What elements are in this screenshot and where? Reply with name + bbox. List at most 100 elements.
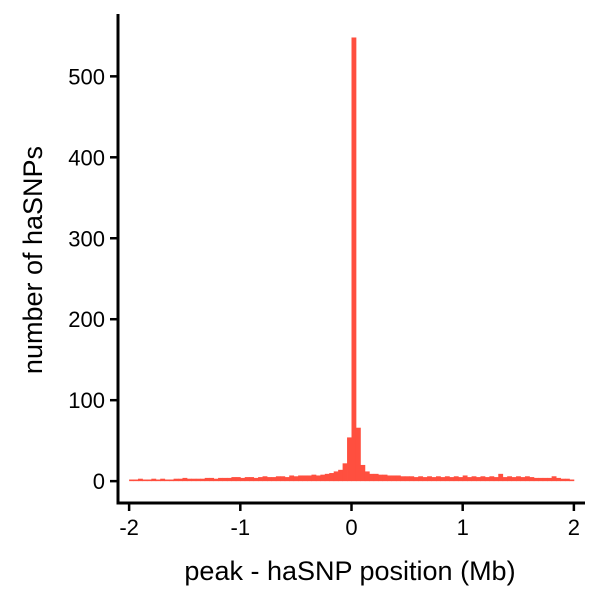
histogram-bar [418, 476, 424, 482]
histogram-bar [480, 476, 486, 482]
histogram-bar [142, 479, 148, 482]
histogram-bar [138, 478, 143, 482]
histogram-bar [218, 477, 223, 482]
histogram-bar [146, 479, 152, 482]
x-tick-label: 0 [345, 515, 357, 540]
histogram-bar [338, 469, 344, 482]
histogram-bar [551, 476, 557, 482]
histogram-bar [222, 477, 228, 482]
x-tick-label: 2 [568, 515, 580, 540]
histogram-bar [284, 477, 290, 482]
histogram-bar [440, 477, 446, 482]
histogram-bar [476, 477, 481, 482]
histogram-bar [209, 477, 215, 482]
histogram-bar [160, 478, 166, 482]
histogram-bar [253, 477, 259, 482]
x-axis-title: peak - haSNP position (Mb) [184, 556, 515, 586]
histogram-bar [173, 478, 179, 482]
histogram-bar [213, 478, 219, 482]
histogram-bar [249, 477, 255, 482]
x-tick-label: -1 [231, 515, 251, 540]
histogram-bar [387, 475, 392, 482]
y-axis-title: number of haSNPs [18, 146, 48, 374]
histogram-bar [462, 475, 468, 482]
histogram-bar [342, 463, 348, 482]
histogram-bar [267, 477, 272, 482]
histogram-bar [258, 477, 263, 482]
histogram-bar [320, 474, 326, 482]
histogram-bar [404, 476, 410, 482]
histogram-bar [484, 477, 490, 482]
histogram-bar [449, 477, 455, 482]
histogram-bar [436, 476, 441, 482]
histogram-bar [240, 477, 246, 482]
histogram-bar [155, 479, 161, 482]
histogram-bar [280, 476, 286, 482]
histogram-bar [293, 476, 299, 482]
histogram-bar [129, 479, 134, 482]
histogram-bar [307, 475, 312, 482]
histogram-bar [329, 473, 335, 482]
histogram-bar [507, 476, 513, 482]
histogram-bar [444, 476, 450, 482]
histogram-bar [391, 475, 397, 482]
histogram-bar [569, 479, 575, 482]
histogram-bar [351, 37, 357, 482]
histogram-bar [151, 478, 157, 482]
histogram-bar [178, 478, 183, 482]
histogram-bar [186, 478, 192, 482]
y-tick-label: 500 [68, 64, 105, 89]
histogram-bar [533, 477, 539, 482]
histogram-bar [516, 476, 521, 482]
y-axis-ticks: 0 100 200 300 400 500 [68, 64, 118, 494]
histogram-bar [182, 477, 188, 482]
histogram-bar [133, 479, 139, 482]
histogram-bar [560, 478, 566, 482]
y-tick-label: 400 [68, 145, 105, 170]
histogram-bar [164, 479, 170, 482]
histogram-bar [542, 477, 548, 482]
histogram-bar [355, 427, 361, 482]
histogram-bar [556, 477, 561, 482]
x-tick-label: -2 [119, 515, 139, 540]
histogram-bar [226, 477, 232, 482]
histogram-bar [302, 475, 308, 482]
histogram-bar [235, 477, 241, 482]
histogram-bar [529, 477, 535, 482]
histogram-bar [360, 464, 366, 482]
histogram-bar [400, 476, 406, 482]
histogram-bar [195, 478, 201, 482]
histogram-bar [467, 477, 472, 482]
y-tick-label: 0 [93, 469, 105, 494]
x-tick-label: 1 [457, 515, 469, 540]
histogram-bar [493, 477, 499, 482]
histogram-bar [275, 476, 281, 482]
histogram-bar [498, 473, 504, 482]
histogram-bar [453, 476, 459, 482]
axes [116, 14, 585, 505]
histogram-bar [347, 437, 352, 482]
histogram-bar [311, 474, 317, 482]
histogram-bar [262, 476, 268, 482]
y-tick-label: 200 [68, 307, 105, 332]
histogram-bar [191, 478, 197, 482]
histogram-bar [298, 475, 303, 482]
histogram-bar [413, 477, 419, 482]
histogram-bar [395, 475, 401, 482]
histogram-bar [231, 477, 237, 482]
histogram-bar [373, 473, 379, 482]
histogram-bar [511, 477, 517, 482]
histogram-bar [382, 474, 388, 482]
histogram-bar [471, 476, 477, 482]
histogram-bar [520, 477, 526, 482]
histogram-bar [489, 476, 495, 482]
x-axis-ticks: -2 -1 0 1 2 [119, 503, 580, 540]
histogram-bar [538, 477, 544, 482]
histogram-bar [289, 475, 295, 482]
histogram-bar [502, 477, 508, 482]
histogram-bar [244, 477, 250, 482]
histogram-bar [324, 473, 330, 482]
histogram-bar [200, 478, 206, 482]
histogram-bar [564, 478, 570, 482]
